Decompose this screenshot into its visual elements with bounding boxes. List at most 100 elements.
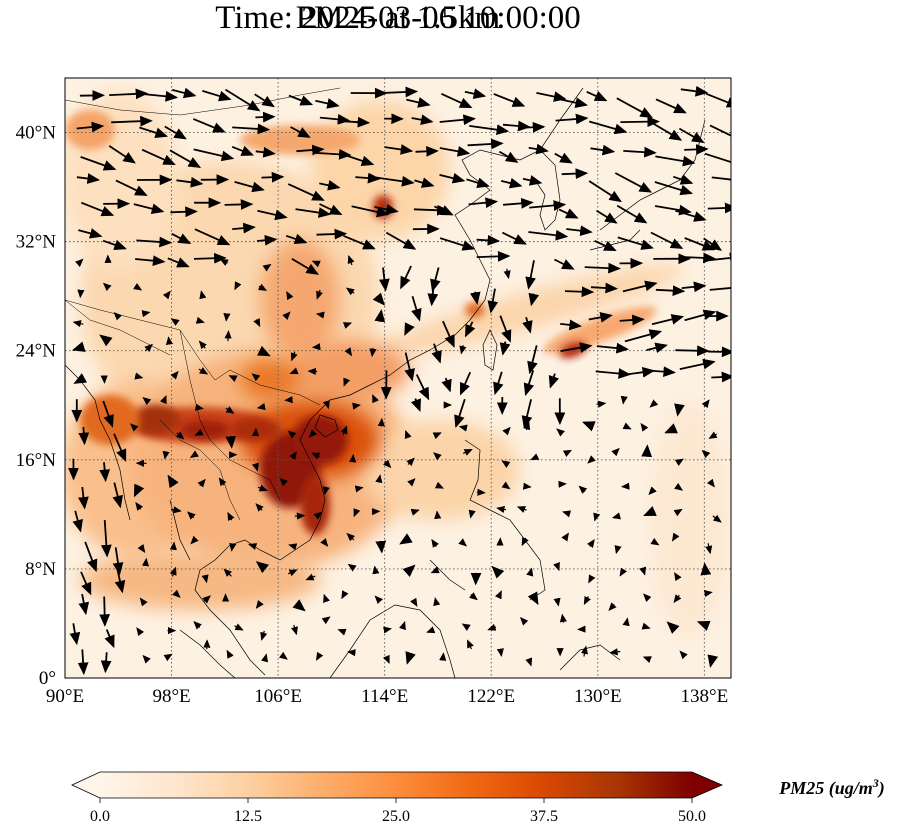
- wind-arrow: [400, 265, 412, 290]
- wind-arrow: [295, 207, 332, 218]
- wind-arrow: [410, 508, 420, 516]
- wind-arrow: [321, 616, 331, 625]
- wind-arrow: [588, 180, 622, 203]
- wind-arrow: [255, 599, 264, 609]
- wind-arrow: [560, 342, 593, 353]
- wind-arrow: [257, 484, 268, 492]
- wind-arrow: [560, 319, 582, 331]
- wind-arrow: [461, 623, 471, 631]
- wind-arrow: [675, 345, 710, 357]
- wind-arrow: [198, 367, 209, 375]
- wind-arrow: [311, 260, 321, 268]
- wind-arrow: [708, 431, 718, 439]
- lat-tick-label: 24°N: [16, 341, 57, 362]
- lat-tick-labels: 0° 8°N 16°N 24°N 32°N 40°N: [16, 123, 57, 689]
- wind-arrow: [674, 403, 685, 417]
- wind-arrow: [439, 114, 476, 126]
- wind-arrow: [711, 176, 731, 181]
- wind-arrow: [468, 509, 476, 519]
- wind-arrow: [229, 542, 237, 552]
- wind-arrow: [319, 203, 343, 216]
- wind-arrow: [655, 98, 687, 114]
- wind-arrow: [256, 403, 266, 411]
- wind-arrow: [618, 366, 656, 378]
- wind-arrow: [466, 177, 490, 188]
- colorbar-tick-label: 25.0: [382, 808, 410, 825]
- wind-arrow: [290, 126, 311, 138]
- wind-arrow: [340, 425, 348, 436]
- wind-arrow: [255, 561, 269, 574]
- wind-arrow: [503, 197, 534, 209]
- wind-arrow: [562, 510, 572, 518]
- wind-arrow: [255, 146, 276, 158]
- wind-arrow: [290, 351, 298, 362]
- wind-arrow: [162, 290, 171, 300]
- wind-arrow: [135, 501, 144, 511]
- lon-tick-label: 98°E: [152, 686, 190, 707]
- wind-arrow: [355, 172, 381, 184]
- wind-arrow: [704, 252, 731, 264]
- wind-arrow: [76, 173, 100, 184]
- wind-arrow: [142, 654, 151, 664]
- wind-arrow: [287, 569, 298, 577]
- wind-arrow: [501, 460, 511, 468]
- wind-arrow: [439, 237, 476, 251]
- wind-arrow: [102, 400, 114, 428]
- wind-arrow: [611, 447, 620, 457]
- wind-arrow: [261, 653, 269, 663]
- wind-arrow: [682, 252, 716, 264]
- wind-arrow: [521, 536, 529, 547]
- wind-arrow: [99, 334, 113, 347]
- wind-arrow: [164, 125, 187, 140]
- wind-arrow: [99, 596, 111, 627]
- wind-arrow: [279, 477, 288, 487]
- wind-arrow: [476, 250, 511, 262]
- wind-arrow: [344, 347, 353, 357]
- wind-arrow: [137, 544, 146, 553]
- wind-arrow: [346, 532, 356, 542]
- wind-arrow: [525, 260, 536, 290]
- wind-arrow: [193, 148, 235, 162]
- wind-arrow: [228, 375, 238, 383]
- wind-arrow: [709, 124, 731, 137]
- wind-arrow: [707, 654, 719, 668]
- wind-arrow: [80, 201, 115, 217]
- wind-arrow: [680, 85, 709, 97]
- wind-arrow: [709, 287, 731, 291]
- wind-arrow: [651, 122, 683, 141]
- wind-arrow: [594, 239, 617, 252]
- wind-arrow: [516, 506, 527, 513]
- wind-arrow: [74, 258, 84, 267]
- lat-tick-label: 40°N: [16, 123, 57, 144]
- wind-arrow: [202, 90, 232, 102]
- wind-arrow: [100, 520, 112, 558]
- wind-arrow: [411, 114, 434, 126]
- wind-arrow: [226, 649, 234, 659]
- wind-arrow: [673, 174, 694, 185]
- wind-arrow: [72, 510, 83, 533]
- wind-arrow: [454, 398, 466, 429]
- wind-arrow: [410, 597, 418, 607]
- wind-arrow: [248, 543, 258, 551]
- wind-arrow: [651, 314, 685, 326]
- wind-arrow: [385, 231, 417, 250]
- wind-arrow: [294, 512, 306, 520]
- wind-arrow: [113, 433, 127, 462]
- wind-arrow: [487, 623, 497, 631]
- wind-arrow: [707, 202, 731, 214]
- wind-arrow: [679, 650, 688, 660]
- wind-arrow: [253, 318, 261, 328]
- wind-arrow: [674, 572, 682, 582]
- wind-arrow: [285, 233, 308, 245]
- wind-arrow: [112, 482, 123, 509]
- wind-arrow: [175, 431, 185, 440]
- wind-arrow: [700, 562, 712, 576]
- wind-arrow: [458, 538, 468, 547]
- wind-arrow: [347, 155, 375, 167]
- wind-arrow: [674, 458, 684, 467]
- wind-arrow: [72, 320, 84, 328]
- wind-arrow: [433, 597, 441, 607]
- wind-arrow: [553, 597, 561, 607]
- wind-arrow: [382, 654, 390, 665]
- wind-arrow: [528, 292, 540, 307]
